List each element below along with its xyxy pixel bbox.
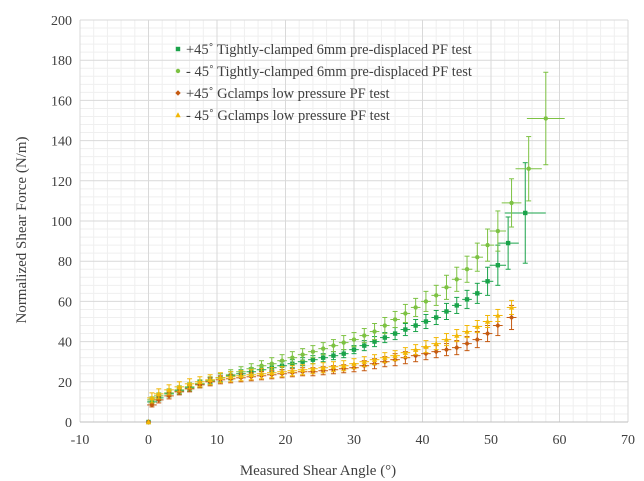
data-point [485,243,489,247]
data-point [424,319,428,323]
data-point [352,337,356,341]
data-point [544,116,548,120]
y-tick-label: 40 [58,336,72,351]
data-point [342,351,346,355]
legend: +45˚ Tightly-clamped 6mm pre-displaced P… [175,42,472,124]
data-point [509,315,514,320]
x-tick-label: 10 [210,433,224,448]
data-point [290,355,294,359]
data-point [444,309,448,313]
data-point [331,343,335,347]
data-point [455,277,459,281]
data-point [259,364,263,368]
data-point [413,305,417,309]
y-tick-label: 180 [51,54,72,69]
x-tick-label: 40 [416,433,430,448]
data-point [455,303,459,307]
y-tick-label: 80 [58,255,72,270]
y-tick-label: 20 [58,376,72,391]
data-point [465,267,469,271]
data-point [485,331,490,336]
data-point [523,211,527,215]
data-point [496,229,500,233]
data-point [475,255,479,259]
data-point [424,299,428,303]
y-tick-label: 160 [51,94,72,109]
y-tick-label: 120 [51,175,72,190]
legend-entry: +45˚ Tightly-clamped 6mm pre-displaced P… [186,42,472,58]
data-point [509,201,513,205]
x-tick-label: 0 [145,433,152,448]
data-point [176,69,180,73]
data-point [393,317,397,321]
legend-entry: - 45˚ Tightly-clamped 6mm pre-displaced … [186,64,472,80]
data-point [176,47,180,51]
data-point [403,311,407,315]
data-point [270,362,274,366]
data-point [321,346,325,350]
data-point [393,331,397,335]
data-point [300,352,304,356]
y-tick-label: 100 [51,215,72,230]
series-3 [146,305,517,424]
y-tick-label: 140 [51,135,72,150]
x-tick-label: 60 [553,433,567,448]
legend-entry: +45˚ Gclamps low pressure PF test [186,86,390,102]
data-point [352,347,356,351]
data-point [526,167,530,171]
legend-entry: - 45˚ Gclamps low pressure PF test [186,108,390,124]
data-point [444,285,448,289]
data-point [311,349,315,353]
data-point [434,293,438,297]
data-point [362,343,366,347]
data-point [506,241,510,245]
y-tick-label: 0 [65,416,72,431]
data-point [383,335,387,339]
x-tick-label: 30 [347,433,361,448]
data-series [146,72,565,424]
x-tick-label: 20 [279,433,293,448]
y-tick-label: 60 [58,295,72,310]
data-point [475,291,479,295]
data-point [413,323,417,327]
data-point [485,279,489,283]
data-point [280,358,284,362]
data-point [383,323,387,327]
data-point [444,347,449,352]
x-axis-label: Measured Shear Angle (°) [240,463,396,479]
data-point [495,323,500,328]
y-tick-label: 200 [51,14,72,29]
data-point [342,340,346,344]
data-point [496,263,500,267]
data-point [434,315,438,319]
data-point [372,329,376,333]
data-point [403,327,407,331]
data-point [331,353,335,357]
y-axis-label: Normalized Shear Force (N/m) [14,136,30,323]
x-tick-label: -10 [71,433,90,448]
x-tick-label: 70 [621,433,635,448]
x-tick-label: 50 [484,433,498,448]
data-point [465,297,469,301]
data-point [362,333,366,337]
data-point [321,355,325,359]
